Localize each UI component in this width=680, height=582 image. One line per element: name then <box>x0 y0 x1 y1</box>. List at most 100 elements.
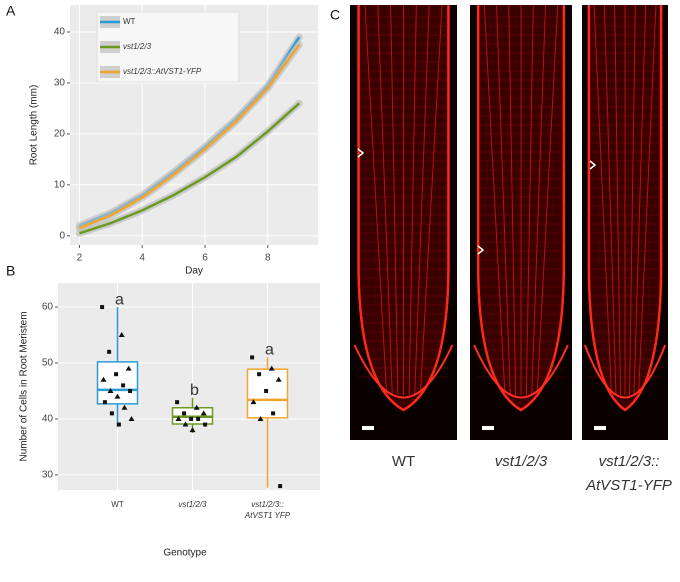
data-point <box>193 404 200 410</box>
cell-file <box>390 4 399 396</box>
data-point <box>121 404 128 410</box>
x-tick-label: 4 <box>139 253 145 264</box>
data-point <box>275 376 282 382</box>
y-tick-label: 40 <box>54 27 66 38</box>
data-point <box>116 422 121 427</box>
scale-bar <box>482 426 494 430</box>
data-point <box>250 399 257 405</box>
micrograph-label: WT <box>392 453 415 470</box>
data-point <box>189 416 194 421</box>
box-body <box>246 368 289 419</box>
root-cap <box>473 344 569 399</box>
cell-file <box>593 4 612 396</box>
data-point <box>100 376 107 382</box>
micrograph <box>582 4 668 440</box>
micrograph-label: vst1/2/3:: <box>599 453 660 470</box>
data-point <box>250 355 255 360</box>
cell-file <box>638 4 657 396</box>
data-point <box>107 349 112 354</box>
y-tick-label: 60 <box>42 302 54 313</box>
data-point <box>121 383 126 388</box>
data-point <box>196 416 201 421</box>
y-tick-label: 30 <box>42 470 54 481</box>
data-point <box>128 388 133 393</box>
series-line <box>79 102 301 235</box>
data-point <box>175 415 182 421</box>
significance-letter: a <box>265 342 274 359</box>
arrowhead-marker <box>357 148 365 158</box>
x-axis-title: Day <box>185 266 203 277</box>
x-tick-label: 8 <box>265 253 271 264</box>
series-line <box>78 43 301 230</box>
legend-label: vst1/2/3 <box>123 42 152 51</box>
y-tick-label: 10 <box>54 180 66 191</box>
data-point <box>189 427 196 433</box>
scale-bar <box>362 426 374 430</box>
data-point <box>264 388 269 393</box>
cell-file <box>483 4 506 396</box>
micrograph <box>470 4 572 440</box>
data-point <box>118 332 125 338</box>
root-cap <box>353 344 454 399</box>
cell-file <box>603 4 617 396</box>
data-point <box>125 365 132 371</box>
y-tick-label: 30 <box>54 78 66 89</box>
scale-bar <box>594 426 606 430</box>
box-body <box>96 361 139 405</box>
y-tick-label: 20 <box>54 129 66 140</box>
arrowhead-marker <box>477 245 485 255</box>
data-point <box>278 484 283 489</box>
y-tick-label: 0 <box>59 230 65 241</box>
cell-file <box>508 4 517 396</box>
root-cap <box>583 344 667 399</box>
data-point <box>200 410 207 416</box>
cell-file <box>629 4 636 396</box>
cell-file <box>633 4 647 396</box>
data-point <box>107 387 114 393</box>
x-tick-label: 2 <box>77 253 83 264</box>
arrowhead-marker <box>589 160 597 170</box>
y-tick-label: 40 <box>42 414 54 425</box>
x-tick-label: WT <box>111 500 124 509</box>
legend-label: WT <box>123 17 136 26</box>
data-point <box>102 400 107 405</box>
data-point <box>175 400 180 405</box>
micrograph-label: vst1/2/3 <box>495 453 548 470</box>
data-point <box>268 365 275 371</box>
data-point <box>182 411 187 416</box>
data-point <box>257 415 264 421</box>
data-point <box>109 411 114 416</box>
x-tick-label: vst1/2/3:: <box>251 500 283 509</box>
micrograph <box>350 4 457 440</box>
data-point <box>182 421 189 427</box>
x-tick-label: 6 <box>202 253 208 264</box>
cell-file <box>614 4 621 396</box>
data-point <box>100 305 105 310</box>
micrograph-label: AtVST1-YFP <box>585 477 672 494</box>
legend-box <box>96 11 240 83</box>
data-point <box>128 415 135 421</box>
data-point <box>114 372 119 377</box>
panel-label: B <box>6 263 15 279</box>
x-axis-title: Genotype <box>163 548 207 559</box>
legend-label: vst1/2/3::AtVST1-YFP <box>123 67 202 76</box>
cell-file <box>496 4 511 396</box>
cell-file <box>364 4 388 396</box>
x-tick-label: vst1/2/3 <box>178 500 207 509</box>
data-point <box>257 372 262 377</box>
panel-label: C <box>330 7 340 23</box>
data-point <box>271 411 276 416</box>
cell-file <box>377 4 393 396</box>
cell-file <box>531 4 546 396</box>
x-tick-label: AtVST1 YFP <box>244 511 291 520</box>
cell-file <box>536 4 559 396</box>
y-tick-label: 50 <box>42 358 54 369</box>
significance-letter: b <box>190 382 199 399</box>
y-axis-title: Root Length (mm) <box>29 85 40 166</box>
cell-file <box>408 4 417 396</box>
significance-letter: a <box>115 291 124 308</box>
panel-label: A <box>6 3 16 19</box>
cell-file <box>525 4 534 396</box>
cell-file <box>419 4 443 396</box>
